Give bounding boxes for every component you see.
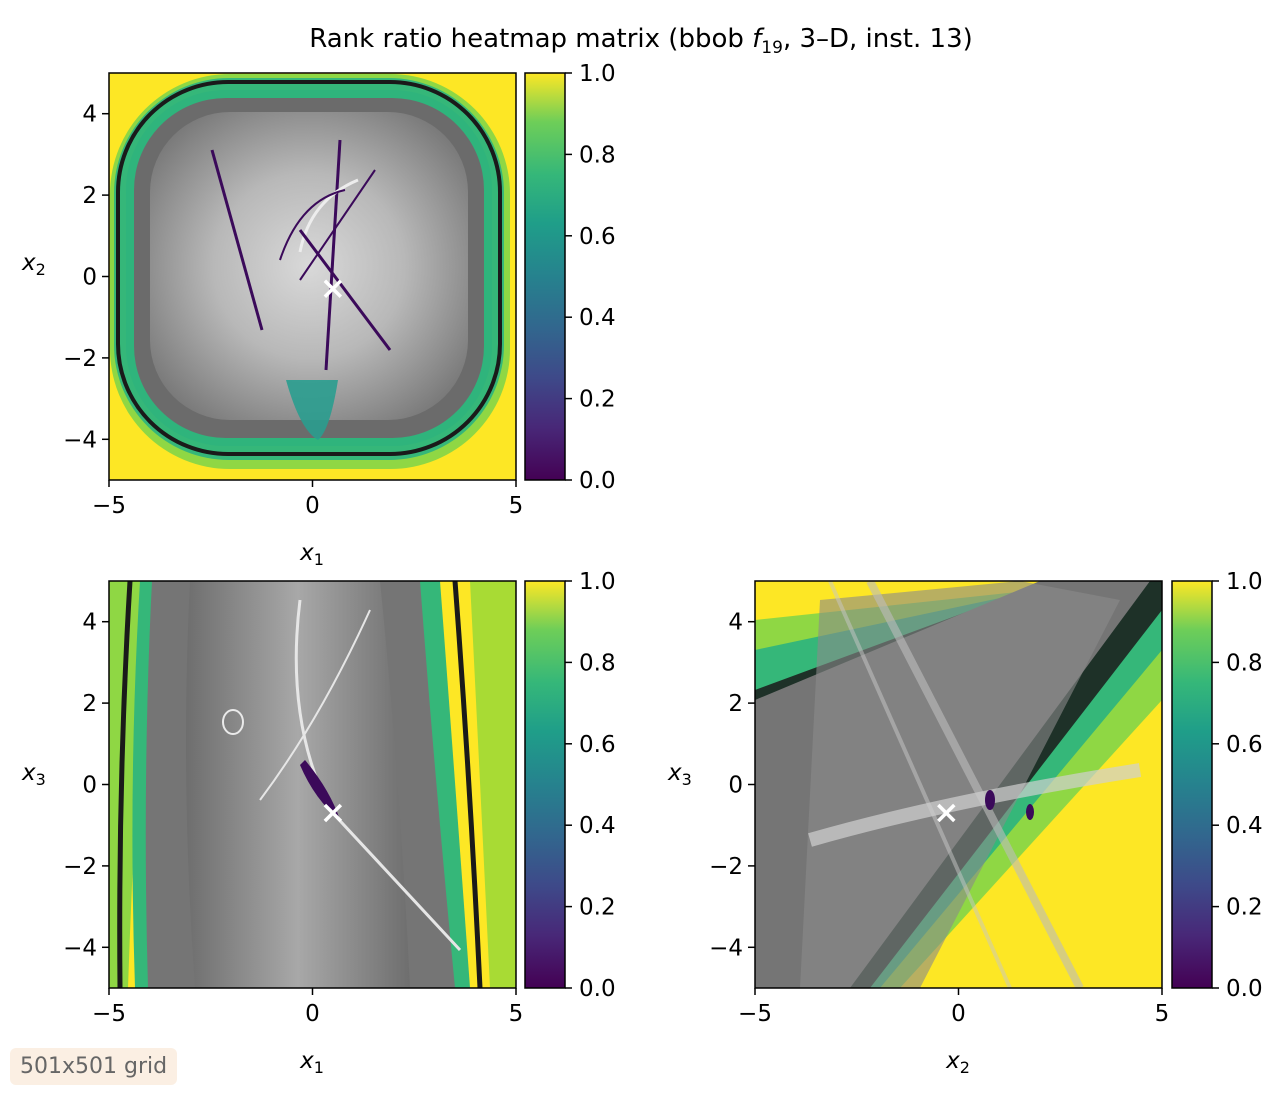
- optimum-marker-x2-x3: [937, 803, 956, 823]
- axis-ticks-x1-x2: −5 0 5 −4 −2 0 2 4: [63, 102, 523, 519]
- optimum-cross-stroke: [323, 279, 343, 298]
- x-tick-label: 5: [509, 1001, 524, 1027]
- x-tick-label: 5: [1155, 1001, 1170, 1027]
- figure-title: Rank ratio heatmap matrix (bbob f19, 3–D…: [309, 24, 973, 58]
- y-tick-label: −4: [63, 935, 97, 961]
- ylabel-panel-3: x3: [667, 760, 692, 789]
- panel-x1-x2: −5 0 5 −4 −2 0 2 4 0.0 0.2 0.4 0.6 0.8 1.0 x1 x2: [21, 61, 616, 569]
- x-tick-label: −5: [92, 1001, 126, 1027]
- y-tick-label: −4: [709, 935, 743, 961]
- y-tick-label: 4: [728, 610, 743, 636]
- axis-ticks-x2-x3: −5 0 5 −4 −2 0 2 4: [709, 610, 1169, 1027]
- colorbar-tick-label: 1.0: [579, 569, 616, 595]
- colorbar-tick-label: 0.0: [1226, 976, 1263, 1002]
- heatmap-x1-x3: [109, 581, 516, 988]
- optimum-cross-stroke: [937, 803, 956, 823]
- colorbar-tick-label: 0.8: [1226, 650, 1263, 676]
- optimum-marker-x1-x3: [323, 803, 343, 823]
- ylabel-panel-2: x3: [21, 760, 46, 789]
- panel-x1-x3: −5 0 5 −4 −2 0 2 4 0.0 0.2 0.4 0.6 0.8 1.0 x1 x3: [21, 569, 616, 1077]
- panel-x2-x3: −5 0 5 −4 −2 0 2 4 0.0 0.2 0.4 0.6 0.8 1.0 x2 x3: [667, 569, 1263, 1077]
- y-tick-label: 2: [82, 691, 97, 717]
- colorbar-tick-label: 0.4: [1226, 813, 1263, 839]
- y-tick-label: −2: [709, 854, 743, 880]
- colorbar-tick-label: 0.8: [579, 142, 616, 168]
- y-tick-label: −2: [63, 346, 97, 372]
- colorbar-tick-label: 0.6: [579, 732, 616, 758]
- colorbar-tick-label: 0.8: [579, 650, 616, 676]
- colorbar-tick-label: 0.6: [579, 224, 616, 250]
- colorbar-tick-label: 1.0: [579, 61, 616, 87]
- y-tick-label: 4: [82, 102, 97, 128]
- axis-ticks-x1-x3: −5 0 5 −4 −2 0 2 4: [63, 610, 523, 1027]
- colorbar-3: [1171, 580, 1213, 989]
- colorbar-ticks-1: 0.0 0.2 0.4 0.6 0.8 1.0: [565, 61, 616, 494]
- colorbar-tick-label: 0.0: [579, 976, 616, 1002]
- colorbar-1: [524, 72, 566, 481]
- optimum-cross-stroke: [323, 803, 343, 823]
- colorbar-tick-label: 0.2: [579, 387, 616, 413]
- title-post: , 3–D, inst. 13): [783, 24, 973, 54]
- colorbar-tick-label: 0.2: [579, 895, 616, 921]
- y-tick-label: 2: [82, 183, 97, 209]
- x-tick-label: −5: [738, 1001, 772, 1027]
- colorbar-tick-label: 0.4: [579, 813, 616, 839]
- xlabel-panel-1: x1: [299, 540, 324, 569]
- x-tick-label: 5: [509, 493, 524, 519]
- x-tick-label: −5: [92, 493, 126, 519]
- colorbar-tick-label: 0.0: [579, 468, 616, 494]
- y-tick-label: 0: [728, 773, 743, 799]
- title-sub: 19: [761, 38, 783, 58]
- x-tick-label: 0: [305, 493, 320, 519]
- colorbar-tick-label: 0.4: [579, 305, 616, 331]
- xlabel-panel-3: x2: [945, 1048, 970, 1077]
- ylabel-panel-1: x2: [21, 250, 46, 279]
- colorbar-2: [524, 580, 566, 989]
- y-tick-label: 2: [728, 691, 743, 717]
- y-tick-label: 0: [82, 773, 97, 799]
- heatmap-x1-x2: [109, 73, 516, 480]
- colorbar-tick-label: 1.0: [1226, 569, 1263, 595]
- y-tick-label: −2: [63, 854, 97, 880]
- grid-resolution-badge: 501x501 grid: [10, 1048, 178, 1085]
- xlabel-panel-2: x1: [299, 1048, 324, 1077]
- colorbar-ticks-2: 0.0 0.2 0.4 0.6 0.8 1.0: [565, 569, 616, 1002]
- y-tick-label: 0: [82, 265, 97, 291]
- title-pre: Rank ratio heatmap matrix (bbob: [309, 24, 752, 54]
- colorbar-tick-label: 0.2: [1226, 895, 1263, 921]
- optimum-marker-x1-x2: [323, 279, 343, 298]
- x-tick-label: 0: [305, 1001, 320, 1027]
- colorbar-ticks-3: 0.0 0.2 0.4 0.6 0.8 1.0: [1212, 569, 1263, 1002]
- x-tick-label: 0: [951, 1001, 966, 1027]
- y-tick-label: 4: [82, 610, 97, 636]
- y-tick-label: −4: [63, 427, 97, 453]
- colorbar-tick-label: 0.6: [1226, 732, 1263, 758]
- heatmap-x2-x3: [755, 581, 1162, 988]
